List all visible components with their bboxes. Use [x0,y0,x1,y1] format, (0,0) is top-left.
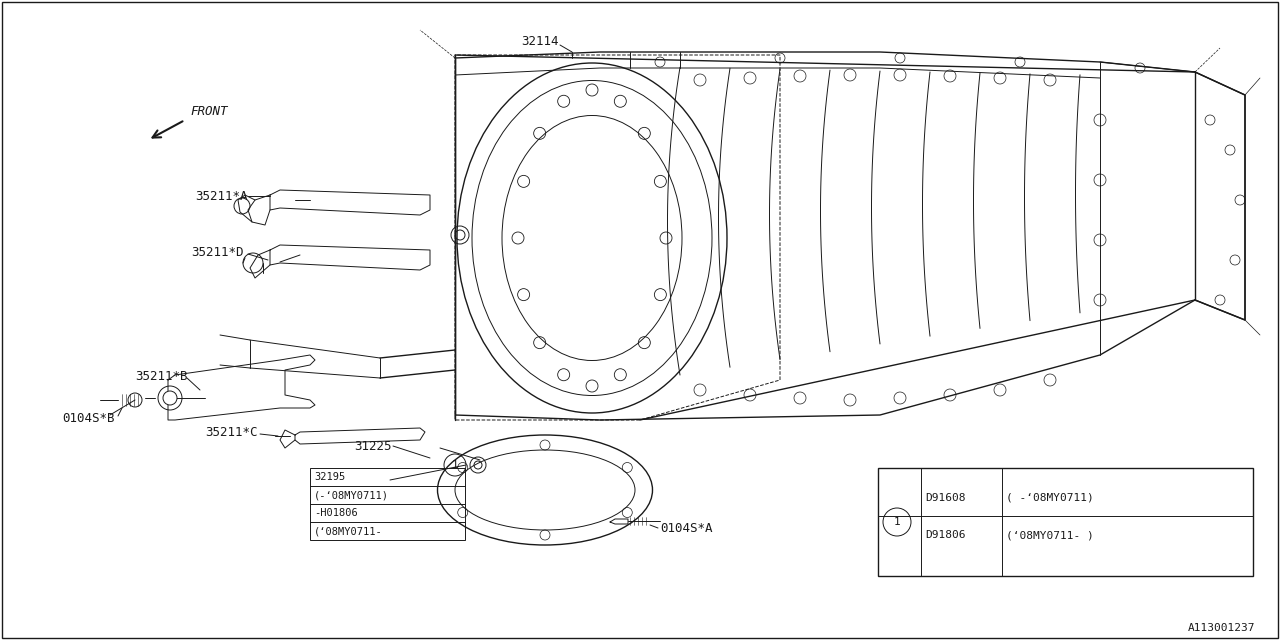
Text: 32195: 32195 [314,472,346,482]
Text: 35211*D: 35211*D [192,246,244,259]
Text: 35211*B: 35211*B [134,369,187,383]
Text: -H01806: -H01806 [314,508,357,518]
Text: D91806: D91806 [925,530,965,540]
Text: FRONT: FRONT [189,105,228,118]
Text: 35211*C: 35211*C [206,426,259,438]
Text: (‘08MY0711-: (‘08MY0711- [314,526,383,536]
Text: 35211*A: 35211*A [196,189,248,202]
Text: 0104S*A: 0104S*A [660,522,713,534]
Text: 31225: 31225 [355,440,392,452]
Bar [310,468,465,540]
Text: 32114: 32114 [521,35,559,48]
Text: (‘08MY0711- ): (‘08MY0711- ) [1006,530,1093,540]
Text: 1: 1 [452,460,458,470]
Text: (-‘08MY0711): (-‘08MY0711) [314,490,389,500]
Bar [878,468,1253,576]
Text: D91608: D91608 [925,493,965,503]
Text: ( -‘08MY0711): ( -‘08MY0711) [1006,493,1093,503]
Text: A113001237: A113001237 [1188,623,1254,633]
Text: 0104S*B: 0104S*B [61,412,114,424]
Text: 1: 1 [893,517,900,527]
Circle shape [163,391,177,405]
